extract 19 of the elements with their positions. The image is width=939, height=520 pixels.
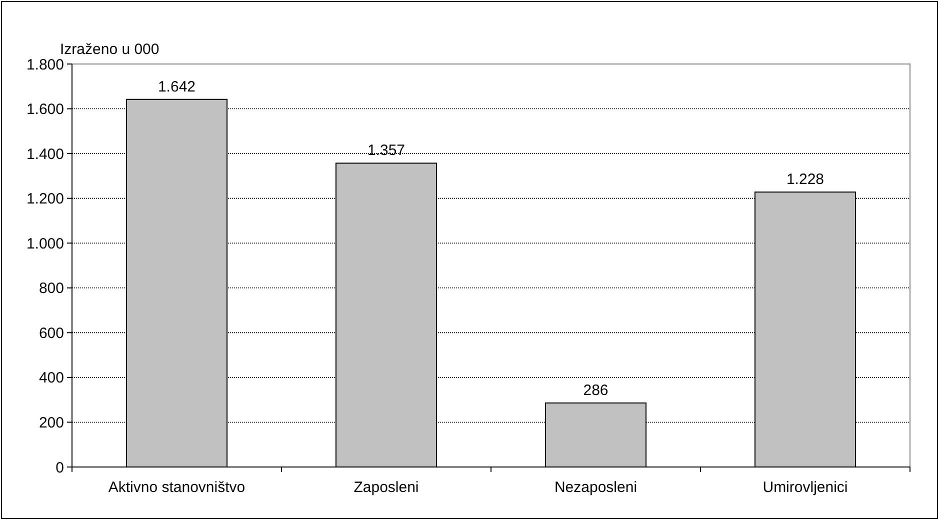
x-tick-label: Umirovljenici [762, 479, 848, 496]
y-tick-label: 600 [38, 324, 64, 342]
y-tick-label: 1.000 [26, 235, 64, 252]
data-label: 1.642 [158, 78, 196, 96]
y-axis-title: Izraženo u 000 [60, 41, 160, 58]
y-tick-label: 0 [56, 459, 64, 476]
y-tick-label: 1.600 [26, 101, 64, 118]
y-tick-label: 800 [38, 280, 64, 298]
y-tick-label: 1.800 [26, 56, 64, 74]
y-tick-label: 1.400 [26, 146, 64, 163]
y-tick-label: 200 [38, 414, 64, 432]
x-tick-label: Zaposleni [354, 479, 419, 496]
y-tick-label: 400 [38, 370, 64, 387]
data-label: 286 [583, 382, 608, 399]
x-tick-label: Aktivno stanovništvo [108, 479, 246, 496]
y-tick-label: 1.200 [26, 190, 64, 208]
data-label: 1.357 [367, 142, 406, 160]
x-tick-label: Nezaposleni [554, 479, 638, 496]
data-label: 1.228 [786, 171, 824, 188]
